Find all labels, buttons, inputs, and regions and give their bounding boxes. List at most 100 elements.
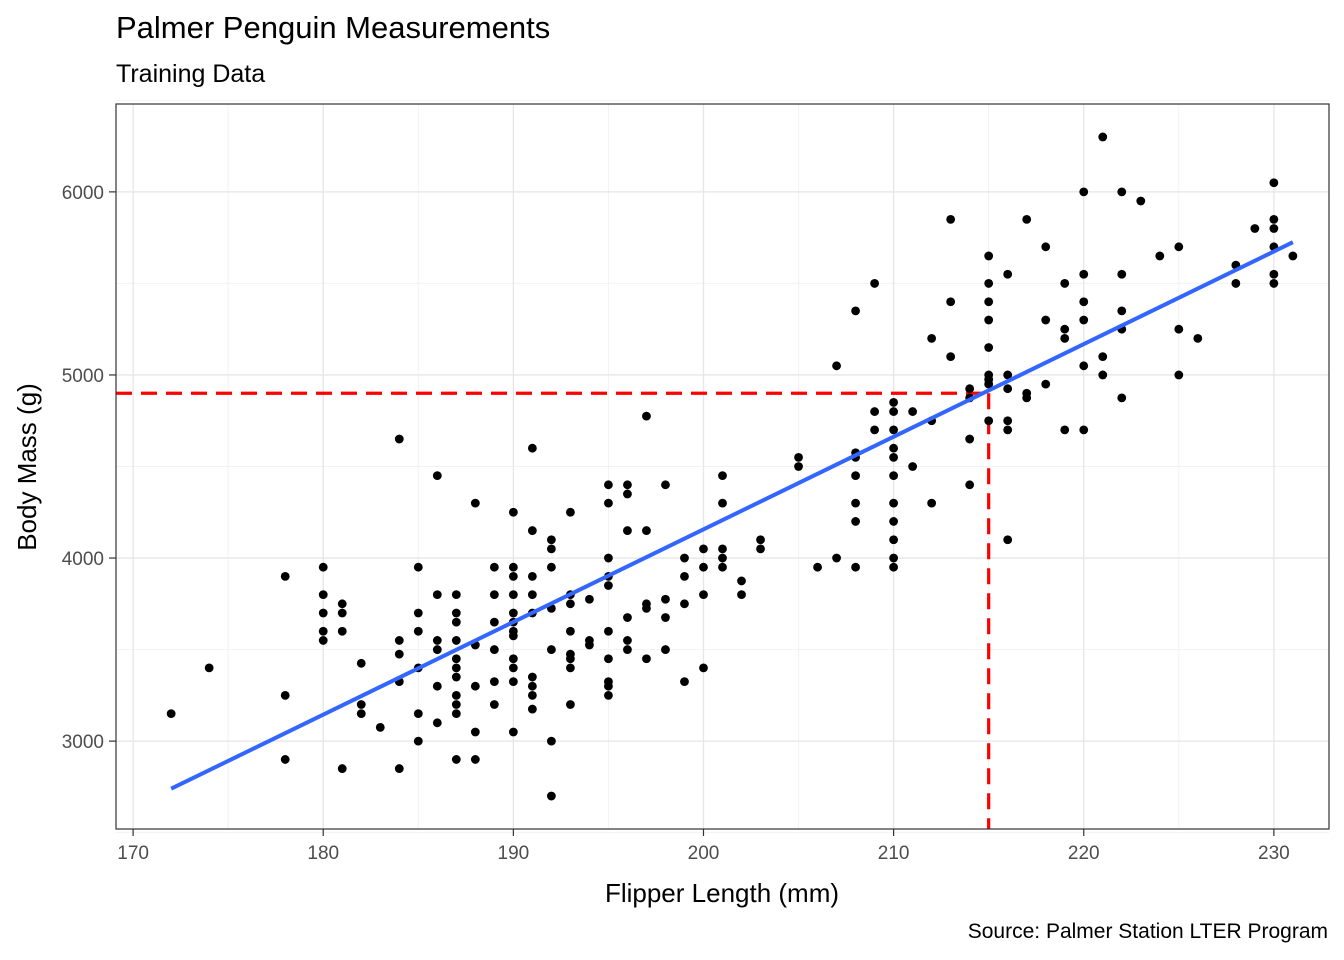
data-point — [1193, 333, 1203, 343]
data-point — [623, 480, 632, 490]
data-point — [508, 654, 518, 664]
data-point — [642, 411, 651, 421]
data-point — [565, 663, 575, 673]
data-point — [604, 498, 613, 508]
data-point — [489, 590, 499, 600]
y-tick-label: 4000 — [62, 549, 104, 570]
data-point — [737, 590, 746, 600]
data-point — [870, 279, 880, 288]
data-point — [337, 608, 347, 618]
data-point — [604, 681, 613, 691]
data-point — [565, 507, 575, 517]
x-tick-label: 170 — [117, 843, 149, 864]
plot-border — [115, 103, 1330, 830]
data-point — [889, 452, 899, 462]
data-point — [470, 681, 480, 691]
data-point — [680, 677, 689, 687]
x-axis-title: Flipper Length (mm) — [605, 878, 839, 908]
y-tick-label: 6000 — [62, 183, 104, 204]
data-point — [546, 645, 556, 654]
data-point — [737, 576, 746, 586]
trend-line-group — [170, 240, 1294, 791]
data-point — [927, 333, 937, 343]
data-point — [337, 599, 347, 609]
data-point — [680, 599, 689, 609]
data-point — [337, 764, 347, 773]
data-point — [1250, 224, 1260, 233]
data-point — [1098, 132, 1108, 142]
data-point — [623, 613, 632, 622]
data-point — [1060, 324, 1070, 334]
data-point — [546, 791, 556, 801]
data-point — [1155, 251, 1165, 261]
data-point — [889, 398, 899, 407]
data-point — [813, 562, 822, 572]
data-point — [432, 645, 442, 654]
data-point — [984, 251, 994, 261]
data-point — [432, 718, 442, 728]
data-point — [1269, 178, 1279, 188]
data-point — [489, 700, 499, 709]
data-point — [508, 663, 518, 673]
data-point — [604, 626, 613, 636]
data-point — [318, 562, 328, 572]
data-point — [413, 608, 423, 618]
data-point — [394, 636, 404, 645]
chart-caption: Source: Palmer Station LTER Program — [967, 920, 1328, 943]
reference-lines — [116, 391, 991, 829]
data-point — [356, 700, 366, 709]
data-point — [565, 599, 575, 609]
data-point — [984, 315, 994, 325]
data-point — [432, 681, 442, 691]
data-point — [718, 553, 727, 563]
chart-title: Palmer Penguin Measurements — [116, 10, 551, 45]
data-point — [470, 755, 480, 764]
data-point — [451, 654, 461, 664]
data-point — [508, 608, 518, 618]
data-point — [1079, 187, 1089, 197]
data-point — [1060, 333, 1070, 343]
data-point — [432, 636, 442, 645]
data-point — [1041, 315, 1051, 325]
data-point — [661, 594, 670, 604]
data-point — [280, 571, 290, 581]
data-point — [451, 700, 461, 709]
data-point — [451, 709, 461, 719]
x-tick-label: 190 — [498, 843, 530, 864]
data-point — [280, 755, 290, 764]
data-point — [527, 526, 537, 535]
data-point — [451, 663, 461, 673]
data-points — [166, 132, 1298, 801]
data-point — [832, 361, 841, 371]
data-point — [984, 279, 994, 288]
data-point — [527, 681, 537, 691]
data-point — [1288, 251, 1298, 261]
data-point — [1060, 425, 1070, 435]
data-point — [1003, 416, 1013, 426]
y-axis-ticks: 3000 4000 5000 6000 — [62, 183, 116, 753]
data-point — [451, 636, 461, 645]
data-point — [1174, 370, 1184, 380]
data-point — [337, 626, 347, 636]
data-point — [546, 736, 556, 746]
data-point — [527, 690, 537, 700]
data-point — [851, 517, 860, 526]
data-point — [889, 562, 899, 572]
data-point — [756, 544, 765, 554]
data-point — [413, 626, 423, 636]
data-point — [908, 462, 918, 471]
data-point — [908, 407, 918, 416]
data-point — [1022, 393, 1032, 403]
data-point — [413, 562, 423, 572]
data-point — [356, 658, 366, 668]
chart-subtitle: Training Data — [116, 60, 266, 88]
data-point — [623, 489, 632, 499]
data-point — [642, 526, 651, 535]
data-point — [623, 636, 632, 645]
data-point — [851, 562, 860, 572]
data-point — [984, 297, 994, 307]
trend-line — [170, 240, 1294, 791]
data-point — [984, 416, 994, 426]
data-point — [870, 407, 880, 416]
